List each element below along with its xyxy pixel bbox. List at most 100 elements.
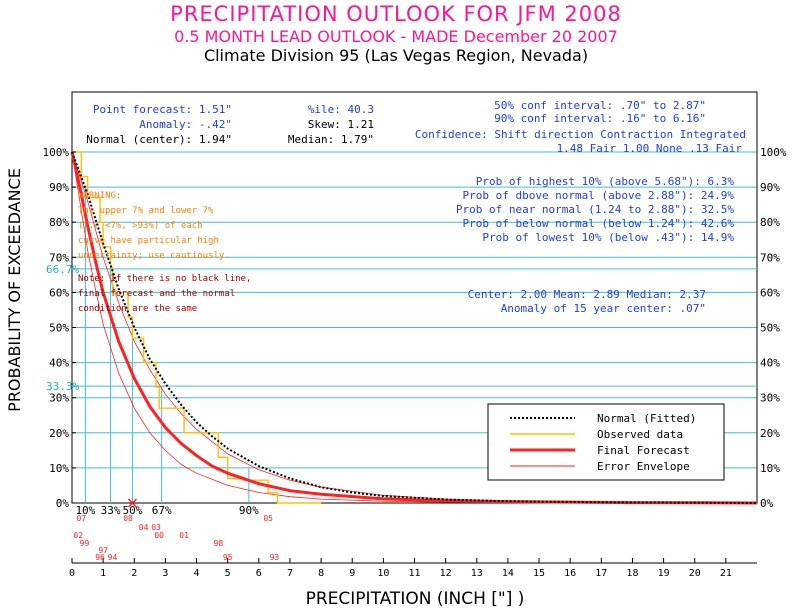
x-tick-label: 13: [471, 568, 483, 579]
y-tick-label-left: 90%: [49, 181, 69, 194]
year-label: 99: [80, 539, 90, 548]
stat-left: Normal (center): 1.94": [86, 133, 232, 146]
x-tick-label: 21: [720, 568, 732, 579]
warning-line: WARNING:: [78, 191, 121, 201]
year-label: 05: [263, 514, 273, 523]
tick-labels: 0% 0% 10% 10% 20% 20% 30% 30% 40% 40% 50% 50% 60% 60%…: [43, 146, 787, 579]
year-label: 98: [214, 539, 224, 548]
year-label: 95: [223, 553, 233, 562]
confidence-header: Confidence: Shift direction Contraction …: [415, 128, 746, 141]
year-label: 01: [179, 531, 189, 540]
stat-left: Anomaly: -.42": [139, 118, 232, 131]
x-tick-label: 6: [256, 568, 262, 579]
year-label: 00: [154, 531, 164, 540]
y-tick-label-right: 90%: [760, 181, 780, 194]
percentile-label: 50%: [122, 504, 142, 517]
stat-left: Point forecast: 1.51": [93, 103, 232, 116]
year-label: 03: [151, 523, 161, 532]
x-tick-label: 9: [349, 568, 355, 579]
y-tick-label-left: 0%: [56, 497, 70, 510]
series-layer: [70, 151, 758, 505]
x-tick-label: 2: [131, 568, 137, 579]
year-label: 93: [270, 553, 280, 562]
warning-line: uncertainty; use cautiously.: [78, 251, 230, 261]
series-final-forecast: [70, 151, 758, 505]
y-tick-label-left: 50%: [49, 322, 69, 335]
percentile-label: 33%: [101, 504, 121, 517]
x-tick-label: 3: [162, 568, 168, 579]
conf-interval: 50% conf interval: .70" to 2.87": [494, 99, 706, 112]
y-axis-title: PROBABILITY OF EXCEEDANCE: [5, 168, 24, 412]
chart-title: PRECIPITATION OUTLOOK FOR JFM 2008: [170, 2, 622, 26]
warning-line: curve have particular high: [78, 236, 219, 246]
x-tick-label: 1: [100, 568, 106, 579]
median-marker: [127, 498, 137, 508]
y-tick-label-left: 60%: [49, 286, 69, 299]
x-tick-label: 10: [377, 568, 389, 579]
center-stat: Anomaly of 15 year center: .07": [501, 302, 706, 315]
x-tick-label: 15: [533, 568, 545, 579]
percentile-label: 67%: [152, 504, 172, 517]
stat-mid: %ile: 40.3: [308, 103, 374, 116]
y-tick-label-right: 100%: [760, 146, 787, 159]
legend-label: Observed data: [597, 428, 683, 441]
note-line: Note: If there is no black line,: [78, 274, 251, 284]
y-tick-label-left: 30%: [49, 392, 69, 405]
series-error-envelope-upper: [71, 151, 758, 504]
year-label: 02: [73, 531, 83, 540]
x-tick-label: 4: [194, 568, 200, 579]
year-label: 07: [77, 514, 87, 523]
year-label: 94: [108, 553, 118, 562]
y-tick-label-right: 60%: [760, 286, 780, 299]
y-tick-label-left: 20%: [49, 427, 69, 440]
x-axis-title: PRECIPITATION (INCH ["] ): [306, 589, 525, 609]
probability-line: Prob of near normal (1.24 to 2.88"): 32.…: [456, 203, 735, 216]
annotation-text: PRECIPITATION (INCH ["] ) PROBABILITY OF …: [5, 99, 746, 609]
reference-label: 66.7%: [46, 263, 79, 276]
reference-label: 33.3%: [46, 380, 79, 393]
center-stat: Center: 2.00 Mean: 2.89 Median: 2.37: [468, 288, 706, 301]
note-line: condition are the same: [78, 304, 197, 314]
x-tick-label: 17: [595, 568, 607, 579]
reference-lines: 66.7% 33.3%: [46, 263, 757, 393]
confidence-values: 1.48 Fair 1.00 None .13 Fair: [557, 142, 743, 155]
x-tick-label: 16: [564, 568, 576, 579]
conf-interval: 90% conf interval: .16" to 6.16": [494, 112, 706, 125]
y-tick-label-left: 10%: [49, 462, 69, 475]
warning-line: (i.e <7%, >93%) of each: [78, 221, 203, 231]
probability-line: Prob of dbove normal (above 2.88"): 24.9…: [462, 189, 734, 202]
probability-line: Prob of below normal (below 1.24"): 42.6…: [462, 217, 734, 230]
y-tick-label-right: 80%: [760, 216, 780, 229]
y-tick-label-left: 40%: [49, 357, 69, 370]
percentile-label: 10%: [75, 504, 95, 517]
series-normal-fitted: [71, 151, 758, 504]
x-tick-label: 18: [626, 568, 638, 579]
year-label: 08: [123, 514, 133, 523]
x-tick-label: 19: [658, 568, 670, 579]
x-tick-label: 20: [689, 568, 701, 579]
percentile-label: 90%: [239, 504, 259, 517]
y-tick-label-left: 70%: [49, 251, 69, 264]
series-error-envelope-lower: [71, 151, 758, 504]
y-tick-label-right: 10%: [760, 462, 780, 475]
y-tick-label-right: 0%: [760, 497, 774, 510]
probability-line: Prob of lowest 10% (below .43"): 14.9%: [482, 231, 734, 244]
probability-line: Prob of highest 10% (above 5.68"): 6.3%: [476, 175, 735, 188]
legend-label: Normal (Fitted): [597, 412, 696, 425]
x-tick-label: 12: [440, 568, 452, 579]
warning-line: The upper 7% and lower 7%: [78, 206, 214, 216]
year-label: 97: [98, 546, 108, 555]
x-tick-label: 5: [225, 568, 231, 579]
y-tick-label-right: 70%: [760, 251, 780, 264]
x-tick-label: 14: [502, 568, 514, 579]
y-tick-label-right: 30%: [760, 392, 780, 405]
chart-subtitle: 0.5 MONTH LEAD OUTLOOK - MADE December 2…: [174, 27, 618, 46]
x-tick-label: 11: [408, 568, 420, 579]
note-line: final forecast and the normal: [78, 289, 235, 299]
x-tick-label: 0: [69, 568, 75, 579]
legend: Normal (Fitted) Observed data Final Foreca…: [487, 403, 725, 481]
stat-mid: Skew: 1.21: [308, 118, 374, 131]
x-tick-label: 8: [318, 568, 324, 579]
percentile-markers: 10% 33% 50% 67% 90%: [75, 187, 259, 517]
